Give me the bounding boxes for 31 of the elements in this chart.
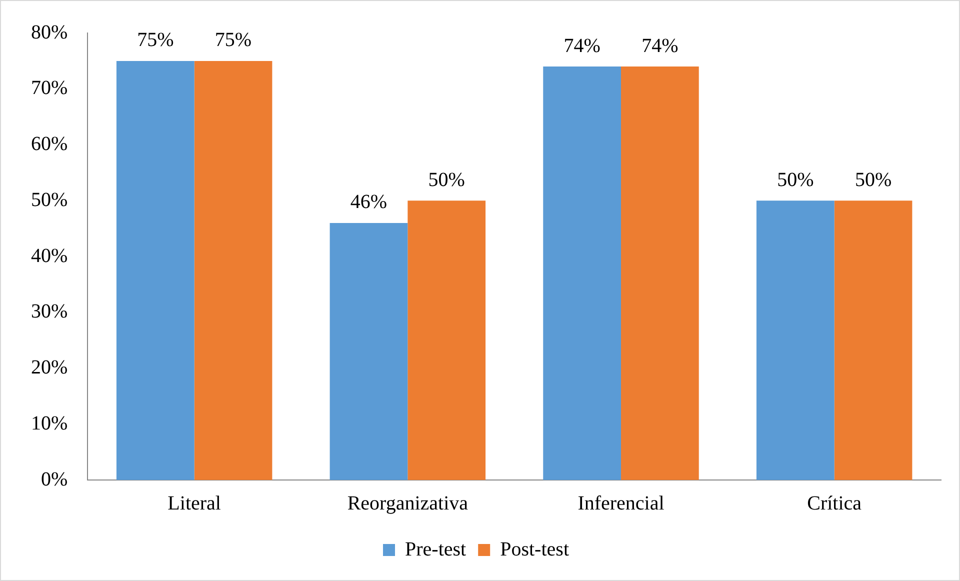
x-tick-label: Crítica — [807, 492, 862, 514]
bar — [408, 200, 486, 480]
x-tick-label: Reorganizativa — [347, 492, 468, 514]
y-tick-label: 50% — [30, 188, 68, 211]
data-label: 75% — [214, 29, 252, 52]
legend-label: Pre-test — [405, 538, 467, 560]
x-tick-label: Inferencial — [578, 492, 665, 514]
y-tick-label: 40% — [30, 244, 68, 267]
data-label: 74% — [564, 34, 600, 57]
data-label: 50% — [777, 168, 814, 191]
data-label: 50% — [428, 168, 465, 191]
y-tick-label: 30% — [30, 300, 68, 323]
bar — [116, 60, 194, 480]
bar — [194, 60, 272, 480]
data-label: 50% — [854, 168, 892, 191]
data-label: 75% — [137, 29, 174, 52]
bar — [620, 66, 699, 480]
legend-label: Post-test — [500, 538, 570, 560]
bar — [756, 200, 834, 480]
y-tick-label: 20% — [30, 356, 68, 378]
bar — [330, 222, 408, 480]
data-label: 46% — [350, 191, 388, 214]
y-tick-label: 10% — [30, 412, 68, 434]
y-tick-label: 70% — [30, 77, 68, 100]
bar — [543, 66, 621, 480]
y-tick-label: 60% — [30, 133, 68, 155]
y-tick-label: 80% — [30, 21, 68, 44]
y-tick-label: 0% — [40, 468, 68, 490]
x-tick-label: Literal — [168, 492, 222, 514]
bar — [834, 200, 912, 480]
data-label: 74% — [642, 34, 678, 57]
